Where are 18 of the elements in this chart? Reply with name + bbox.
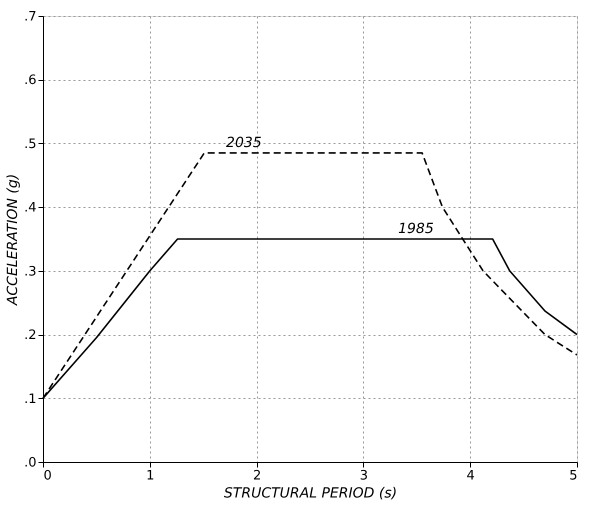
- x-tick-label: 3: [360, 468, 368, 484]
- y-tick-label: .0: [24, 456, 36, 470]
- y-axis-title: ACCELERATION (g): [5, 174, 22, 306]
- x-tick-label: 4: [466, 468, 475, 484]
- x-tick-label: 2: [252, 468, 262, 484]
- y-tick-label: .7: [24, 10, 36, 24]
- x-tick-label: 0: [44, 468, 52, 484]
- x-tick-label: 5: [569, 468, 578, 484]
- y-tick-label: .4: [24, 200, 36, 216]
- y-tick-label: .5: [24, 136, 36, 152]
- y-tick-label: .1: [24, 392, 36, 407]
- x-tick-label: 1: [146, 468, 154, 484]
- series-label: 2035: [226, 134, 262, 151]
- series-label: 1985: [398, 221, 434, 237]
- y-tick-label: .2: [24, 328, 36, 344]
- y-tick-label: .3: [24, 264, 36, 280]
- y-tick-label: .6: [24, 73, 36, 88]
- x-axis-title: STRUCTURAL PERIOD (s): [224, 486, 398, 502]
